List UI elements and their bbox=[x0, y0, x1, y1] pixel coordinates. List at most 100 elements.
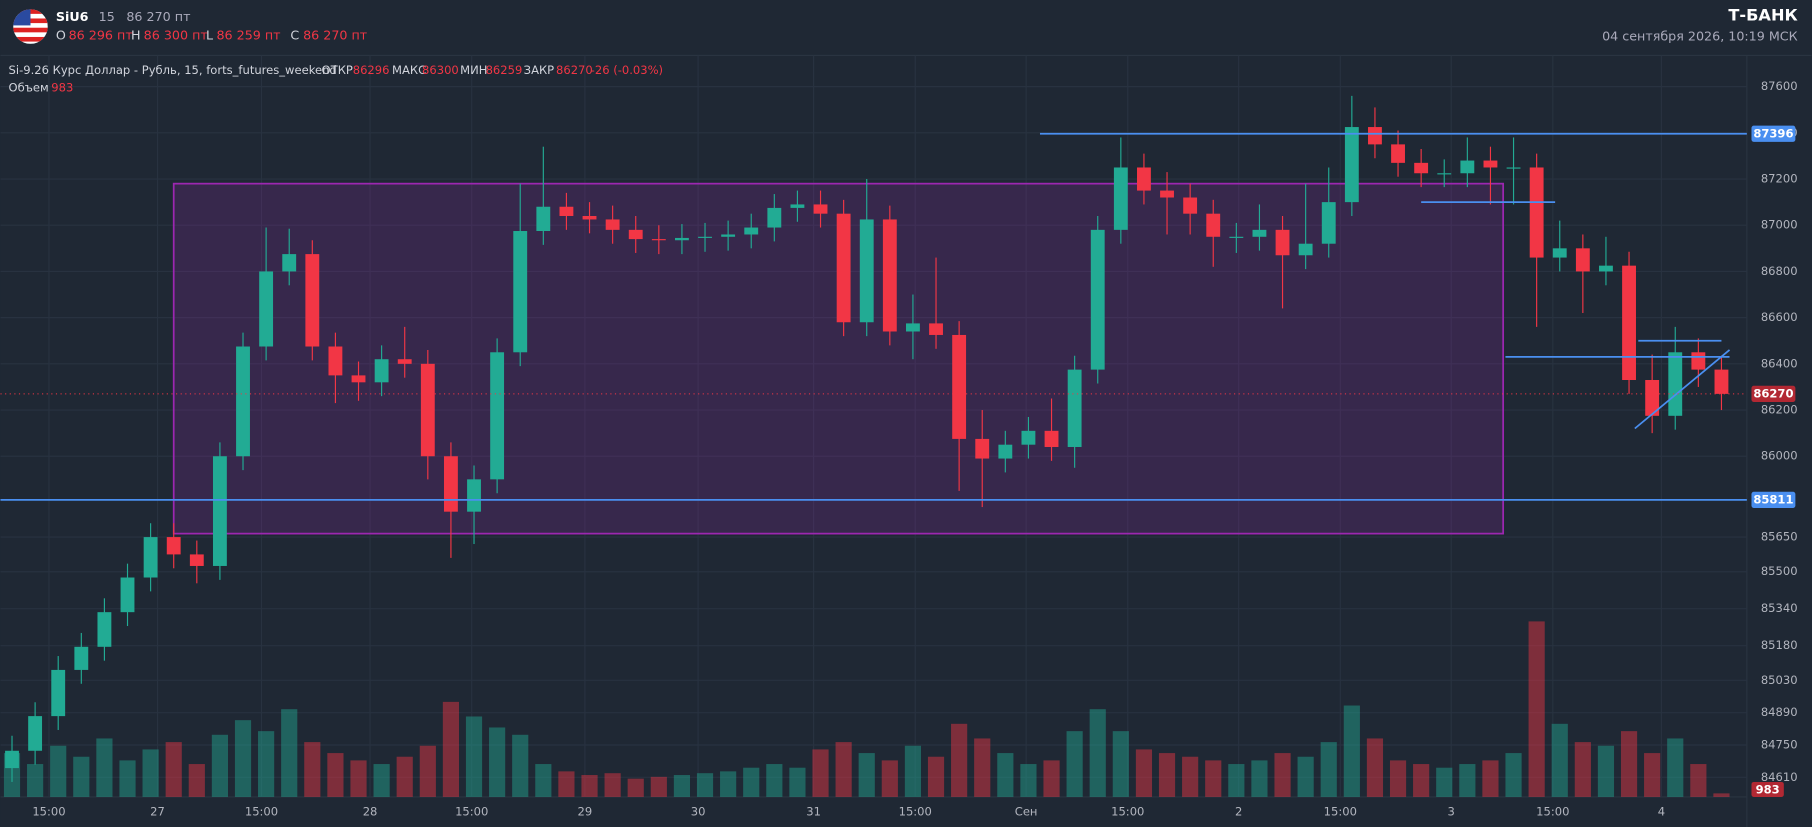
volume-bar bbox=[350, 760, 367, 797]
y-tick-label: 86600 bbox=[1761, 310, 1798, 324]
volume-bar bbox=[419, 745, 436, 797]
candle-body bbox=[74, 646, 89, 670]
volume-bar bbox=[96, 738, 113, 797]
x-tick-label: 27 bbox=[150, 804, 165, 818]
ohlc-value: 86 259 пт bbox=[216, 27, 281, 42]
candle-body bbox=[859, 219, 874, 323]
x-tick-label: 4 bbox=[1658, 804, 1665, 818]
candle-body bbox=[1298, 243, 1313, 256]
y-tick-label: 86000 bbox=[1761, 449, 1798, 463]
volume-bar bbox=[465, 716, 483, 797]
volume-bar bbox=[858, 753, 875, 797]
volume-bar bbox=[535, 764, 552, 797]
candle-body bbox=[5, 750, 19, 769]
legend-label: МИН bbox=[460, 63, 487, 77]
candle-body bbox=[790, 204, 805, 208]
volume-bar bbox=[1320, 742, 1337, 797]
y-tick-label: 85030 bbox=[1761, 673, 1798, 687]
volume-bar bbox=[812, 749, 829, 797]
volume-bar bbox=[50, 745, 67, 797]
volume-bar bbox=[1297, 756, 1314, 797]
candle-body bbox=[1044, 430, 1059, 447]
volume-bar bbox=[1182, 756, 1199, 797]
volume-bar bbox=[119, 760, 136, 797]
candle-body bbox=[674, 237, 689, 241]
candle-body bbox=[952, 334, 967, 439]
volume-bar bbox=[142, 749, 159, 797]
x-tick-label: 15:00 bbox=[899, 804, 932, 818]
candle-body bbox=[212, 456, 227, 566]
candle-body bbox=[1113, 167, 1128, 230]
symbol[interactable]: SiU6 bbox=[56, 9, 89, 24]
y-tick-label: 87200 bbox=[1761, 172, 1798, 186]
volume-bar bbox=[1436, 767, 1453, 797]
candle-body bbox=[1252, 229, 1267, 237]
candle-body bbox=[166, 537, 181, 555]
ohlc-label: L bbox=[206, 27, 213, 42]
ohlc-label: O bbox=[56, 27, 66, 42]
x-tick-label: 3 bbox=[1447, 804, 1454, 818]
chart-legend: Si-9.26 Курс Доллар - Рубль, 15, forts_f… bbox=[9, 63, 664, 94]
ohlc-label: H bbox=[131, 27, 141, 42]
x-tick-label: Сен bbox=[1015, 804, 1038, 818]
price-label-box bbox=[1751, 385, 1796, 402]
legend-change: -26 (-0.03%) bbox=[591, 63, 663, 77]
y-tick-label: 84750 bbox=[1761, 737, 1798, 751]
datetime: 04 сентября 2026, 10:19 МСК bbox=[1602, 28, 1798, 43]
volume-bar bbox=[1597, 745, 1615, 797]
x-tick-label: 2 bbox=[1235, 804, 1242, 818]
y-tick-label: 84890 bbox=[1761, 705, 1798, 719]
candle-body bbox=[1275, 229, 1290, 256]
volume-bar bbox=[373, 764, 390, 797]
candle-body bbox=[582, 215, 597, 220]
volume-bar bbox=[1135, 749, 1153, 797]
x-tick-label: 31 bbox=[806, 804, 821, 818]
volume-bar bbox=[442, 701, 460, 797]
price-label: 85811 bbox=[1753, 492, 1793, 506]
volume-bar bbox=[165, 742, 182, 797]
candle-body bbox=[1506, 167, 1521, 169]
candle-body bbox=[721, 234, 736, 237]
volume-bar bbox=[304, 742, 321, 797]
x-tick-label: 15:00 bbox=[455, 804, 488, 818]
candle-body bbox=[1575, 248, 1590, 272]
interval: 15 bbox=[99, 9, 115, 24]
y-tick-label: 85500 bbox=[1761, 564, 1798, 578]
candle-body bbox=[1344, 127, 1359, 203]
volume-bar bbox=[673, 775, 691, 797]
candle-body bbox=[744, 227, 759, 235]
candle-body bbox=[975, 438, 990, 459]
y-tick-label: 86200 bbox=[1761, 403, 1798, 417]
y-tick-label: 85180 bbox=[1761, 638, 1798, 652]
candle-body bbox=[259, 271, 274, 347]
legend-value: 983 bbox=[51, 80, 73, 94]
candle-body bbox=[305, 254, 320, 347]
y-tick-label: 87600 bbox=[1761, 79, 1798, 93]
x-tick-label: 30 bbox=[691, 804, 706, 818]
x-tick-label: 28 bbox=[363, 804, 378, 818]
volume-bar bbox=[1667, 738, 1684, 797]
volume-bar bbox=[1505, 753, 1522, 797]
volume-bar bbox=[1413, 764, 1430, 797]
candle-body bbox=[467, 479, 481, 512]
volume-bar bbox=[789, 767, 806, 797]
volume-bar bbox=[1551, 723, 1568, 797]
legend-instrument: Si-9.26 Курс Доллар - Рубль, 15, forts_f… bbox=[9, 63, 337, 77]
volume-bar bbox=[1043, 760, 1060, 797]
volume-bar bbox=[1274, 753, 1291, 797]
volume-bar bbox=[1389, 760, 1407, 797]
price-label-box bbox=[1751, 781, 1784, 797]
candle-body bbox=[397, 359, 412, 364]
legend-value: 86259 bbox=[486, 63, 523, 77]
y-tick-label: 86400 bbox=[1761, 356, 1798, 370]
last-price-label: 86270 bbox=[1753, 386, 1793, 400]
candle-body bbox=[1714, 369, 1729, 394]
candle-body bbox=[605, 219, 620, 230]
candle-body bbox=[906, 323, 920, 332]
candle-body bbox=[1090, 229, 1105, 370]
y-tick-label: 84610 bbox=[1761, 770, 1798, 784]
candle-body bbox=[1622, 265, 1636, 381]
candle-body bbox=[351, 375, 366, 383]
volume-bar bbox=[1366, 738, 1384, 797]
legend-label: ОТКР bbox=[322, 63, 353, 77]
